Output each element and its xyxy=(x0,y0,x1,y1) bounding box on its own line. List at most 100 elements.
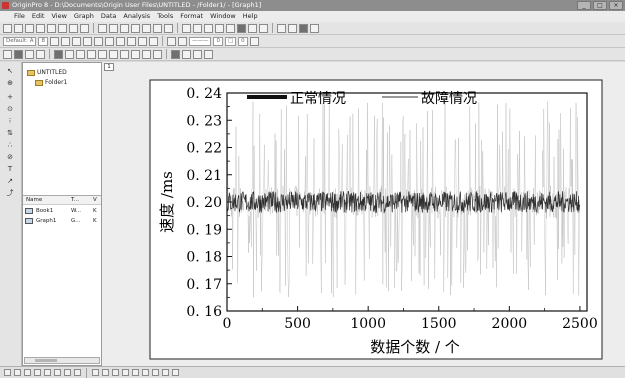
line-width-select[interactable]: 0 xyxy=(213,36,223,46)
data-reader-icon[interactable]: ⁝ xyxy=(8,117,12,125)
info-icon[interactable] xyxy=(193,49,202,59)
refresh-icon[interactable] xyxy=(153,23,162,33)
font-size-select[interactable]: 8 xyxy=(38,36,48,46)
add-inset-icon[interactable] xyxy=(87,49,96,59)
menu-graph[interactable]: Graph xyxy=(73,12,94,20)
new-project-icon[interactable] xyxy=(3,23,12,33)
symbol-size-select[interactable]: 0 xyxy=(238,36,248,46)
font-grow-icon[interactable] xyxy=(115,36,125,46)
tick-icon[interactable] xyxy=(153,49,162,59)
recalculate-icon[interactable] xyxy=(131,23,140,33)
reset-icon[interactable] xyxy=(172,369,179,376)
menu-data[interactable]: Data xyxy=(100,12,117,20)
menu-help[interactable]: Help xyxy=(242,12,258,20)
project-root[interactable]: UNTITLED xyxy=(27,69,67,77)
symbol-select[interactable]: □ xyxy=(224,36,237,46)
folder-item[interactable]: Folder1 xyxy=(35,79,67,87)
menu-analysis[interactable]: Analysis xyxy=(123,12,151,20)
layer-icon[interactable] xyxy=(36,49,45,59)
curved-arrow-icon[interactable]: ⤴ xyxy=(6,189,14,197)
import-wizard-icon[interactable] xyxy=(120,23,129,33)
bold-icon[interactable] xyxy=(49,36,59,46)
italic-icon[interactable] xyxy=(60,36,70,46)
line-symbol-plot-icon[interactable] xyxy=(24,369,31,376)
code-builder-icon[interactable] xyxy=(259,23,268,33)
export-page-icon[interactable] xyxy=(193,23,202,33)
line-color-icon[interactable] xyxy=(177,36,187,46)
subscript-icon[interactable] xyxy=(93,36,103,46)
pointer-icon[interactable]: ↖ xyxy=(7,67,13,75)
list-item[interactable]: Book1 W... K xyxy=(25,207,101,216)
font-name-select[interactable]: Default: A xyxy=(3,36,37,46)
3d-surface-icon[interactable] xyxy=(102,369,109,376)
align-icon[interactable] xyxy=(137,36,147,46)
layout-icon[interactable] xyxy=(204,23,213,33)
open-icon[interactable] xyxy=(58,23,67,33)
project-explorer-icon[interactable] xyxy=(226,23,235,33)
scrollbar-thumb[interactable] xyxy=(35,359,57,362)
maximize-button[interactable]: □ xyxy=(593,1,607,10)
pie-plot-icon[interactable] xyxy=(44,369,51,376)
color-scale-icon[interactable] xyxy=(131,49,140,59)
font-shrink-icon[interactable] xyxy=(126,36,136,46)
list-item[interactable]: Graph1 G... K xyxy=(25,217,101,226)
copy-page-icon[interactable] xyxy=(182,23,191,33)
mask-icon[interactable]: ⊘ xyxy=(7,153,13,161)
merge-graph-icon[interactable] xyxy=(65,49,74,59)
column-plot-icon[interactable] xyxy=(34,369,41,376)
rotate-icon[interactable] xyxy=(132,369,139,376)
extract-layers-icon[interactable] xyxy=(76,49,85,59)
import-multiple-icon[interactable] xyxy=(109,23,118,33)
close-button[interactable]: × xyxy=(609,1,623,10)
timestamp-icon[interactable] xyxy=(171,49,180,59)
column-name[interactable]: Name xyxy=(26,197,43,203)
pattern-icon[interactable] xyxy=(249,36,259,46)
notes-icon[interactable] xyxy=(215,23,224,33)
add-top-axis-icon[interactable] xyxy=(98,49,107,59)
new-matrix-icon[interactable] xyxy=(36,23,45,33)
3d-bar-icon[interactable] xyxy=(112,369,119,376)
text-tool-icon[interactable]: T xyxy=(7,165,13,173)
add-layer-icon[interactable] xyxy=(3,49,12,59)
minimize-button[interactable]: _ xyxy=(577,1,591,10)
whole-page-icon[interactable] xyxy=(310,23,319,33)
column-type[interactable]: T... xyxy=(71,197,79,203)
menu-view[interactable]: View xyxy=(51,12,67,20)
print-icon[interactable] xyxy=(142,23,151,33)
zoom-out-icon[interactable] xyxy=(299,23,308,33)
save-icon[interactable] xyxy=(69,23,78,33)
draw-data-icon[interactable]: ∴ xyxy=(7,141,13,149)
date-icon[interactable] xyxy=(182,49,191,59)
add-right-axis-icon[interactable] xyxy=(109,49,118,59)
menu-edit[interactable]: Edit xyxy=(31,12,45,20)
duplicate-icon[interactable] xyxy=(164,23,173,33)
explorer-scrollbar[interactable] xyxy=(24,357,100,364)
template-icon[interactable] xyxy=(74,369,81,376)
bar-icon[interactable] xyxy=(142,49,151,59)
zoom-in-icon[interactable] xyxy=(288,23,297,33)
resize-icon[interactable] xyxy=(162,369,169,376)
scale-in-icon[interactable]: + xyxy=(7,93,13,101)
add-legend-icon[interactable] xyxy=(120,49,129,59)
fill-color-icon[interactable] xyxy=(166,36,176,46)
new-excel-icon[interactable] xyxy=(277,23,286,33)
data-reader-icon[interactable] xyxy=(25,49,34,59)
command-window-icon[interactable] xyxy=(248,23,257,33)
results-log-icon[interactable] xyxy=(237,23,246,33)
circle-icon[interactable] xyxy=(204,49,213,59)
menu-tools[interactable]: Tools xyxy=(157,12,174,20)
scatter-plot-icon[interactable] xyxy=(14,369,21,376)
arrow-tool-icon[interactable]: ↗ xyxy=(7,177,13,185)
zoom-icon[interactable]: ⊕ xyxy=(7,79,13,87)
new-function-icon[interactable] xyxy=(47,23,56,33)
menu-window[interactable]: Window xyxy=(210,12,236,20)
data-selector-icon[interactable]: ⇅ xyxy=(7,129,13,137)
line-style-select[interactable]: ——— xyxy=(188,36,212,46)
3d-scatter-icon[interactable] xyxy=(122,369,129,376)
save-template-icon[interactable] xyxy=(80,23,89,33)
font-color-icon[interactable] xyxy=(148,36,158,46)
menu-file[interactable]: File xyxy=(14,12,25,20)
3d-plot-icon[interactable] xyxy=(92,369,99,376)
menu-format[interactable]: Format xyxy=(180,12,204,20)
superscript-icon[interactable] xyxy=(82,36,92,46)
